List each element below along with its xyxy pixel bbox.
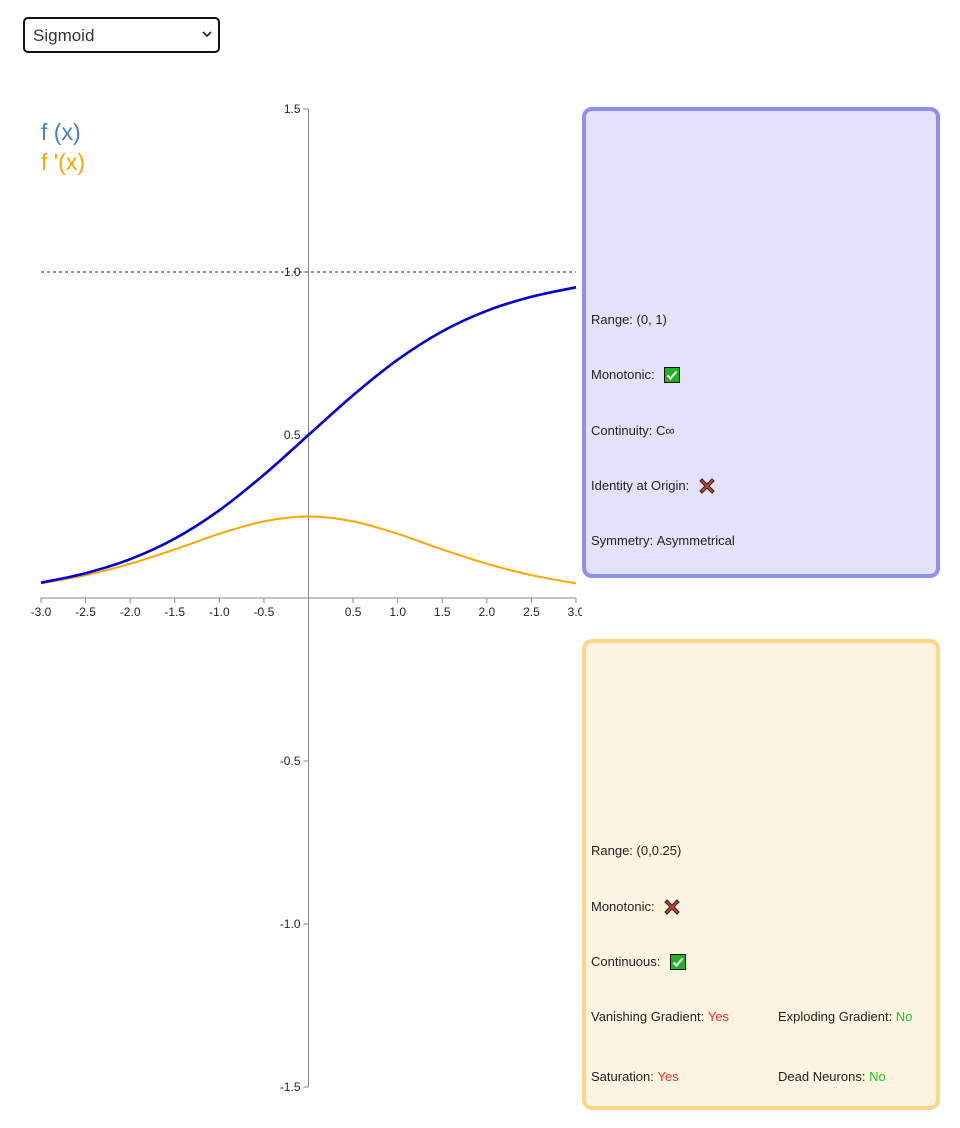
y-tick-label: -1.0: [280, 917, 301, 931]
function-curve: [40, 286, 577, 584]
x-tick-label: 2.0: [478, 605, 495, 619]
derivative-vanishing-row: Vanishing Gradient: Yes: [591, 1008, 729, 1026]
derivative-exploding-row: Exploding Gradient: No: [778, 1008, 912, 1026]
derivative-range-row: Range: (0,0.25): [591, 842, 681, 860]
function-range-row: Range: (0, 1): [591, 311, 667, 329]
derivative-properties-panel: Range: (0,0.25) Monotonic: Continuous: V…: [582, 639, 940, 1110]
function-continuity-row: Continuity: C∞: [591, 422, 675, 440]
function-range-label: Range:: [591, 312, 637, 327]
derivative-monotonic-label: Monotonic:: [591, 899, 659, 914]
derivative-continuous-label: Continuous:: [591, 954, 664, 969]
saturation-label: Saturation:: [591, 1069, 658, 1084]
y-tick-label: 1.0: [284, 265, 301, 279]
dead-neurons-label: Dead Neurons:: [778, 1069, 870, 1084]
x-tick-label: 0.5: [345, 605, 362, 619]
function-monotonic-label: Monotonic:: [591, 367, 659, 382]
x-tick-label: -1.5: [164, 605, 185, 619]
function-identity-row: Identity at Origin:: [591, 477, 715, 495]
exploding-gradient-value: No: [895, 1009, 913, 1024]
function-symmetry-value: Asymmetrical: [656, 533, 735, 548]
vanishing-gradient-value: Yes: [707, 1009, 730, 1024]
function-properties-panel: Range: (0, 1) Monotonic: Continuity: C∞ …: [582, 107, 940, 578]
function-monotonic-row: Monotonic:: [591, 366, 681, 384]
x-tick-label: -2.5: [75, 605, 96, 619]
dead-neurons-value: No: [869, 1069, 886, 1084]
derivative-continuous-row: Continuous:: [591, 953, 686, 971]
derivative-curve: [40, 515, 577, 585]
derivative-range-label: Range:: [591, 843, 637, 858]
derivative-monotonic-row: Monotonic:: [591, 898, 680, 916]
function-range-value: (0, 1): [636, 312, 667, 327]
x-tick-label: -1.0: [209, 605, 230, 619]
function-continuity-value: C∞: [656, 423, 675, 438]
derivative-range-value: (0,0.25): [636, 843, 682, 858]
function-continuity-label: Continuity:: [591, 423, 657, 438]
activation-function-select[interactable]: Sigmoid: [23, 17, 220, 53]
cross-icon: [699, 478, 715, 494]
legend-f: f (x): [41, 119, 81, 145]
y-tick-label: 1.5: [284, 102, 301, 116]
function-symmetry-row: Symmetry: Asymmetrical: [591, 532, 735, 550]
saturation-value: Yes: [657, 1069, 679, 1084]
x-tick-label: 1.5: [434, 605, 451, 619]
y-tick-label: 0.5: [284, 428, 301, 442]
x-tick-label: -2.0: [120, 605, 141, 619]
exploding-gradient-label: Exploding Gradient:: [778, 1009, 896, 1024]
y-tick-label: -1.5: [280, 1080, 301, 1094]
y-tick-label: -0.5: [280, 754, 301, 768]
function-symmetry-label: Symmetry:: [591, 533, 657, 548]
function-identity-label: Identity at Origin:: [591, 478, 693, 493]
x-tick-label: 3.0: [568, 605, 582, 619]
check-icon: [670, 954, 686, 970]
x-tick-label: 2.5: [523, 605, 540, 619]
x-tick-label: 1.0: [389, 605, 406, 619]
derivative-saturation-row: Saturation: Yes: [591, 1068, 679, 1086]
cross-icon: [664, 899, 680, 915]
check-icon: [664, 367, 681, 383]
x-tick-label: -0.5: [254, 605, 275, 619]
x-tick-label: -3.0: [31, 605, 52, 619]
legend-derivative: f '(x): [41, 149, 85, 175]
vanishing-gradient-label: Vanishing Gradient:: [591, 1009, 708, 1024]
activation-chart: -3.0 -2.5 -2.0 -1.5 -1.0 -0.5 0.5 1.0 1.5 2.0 2.5 3…: [31, 102, 582, 1094]
derivative-dead-neurons-row: Dead Neurons: No: [778, 1068, 886, 1086]
